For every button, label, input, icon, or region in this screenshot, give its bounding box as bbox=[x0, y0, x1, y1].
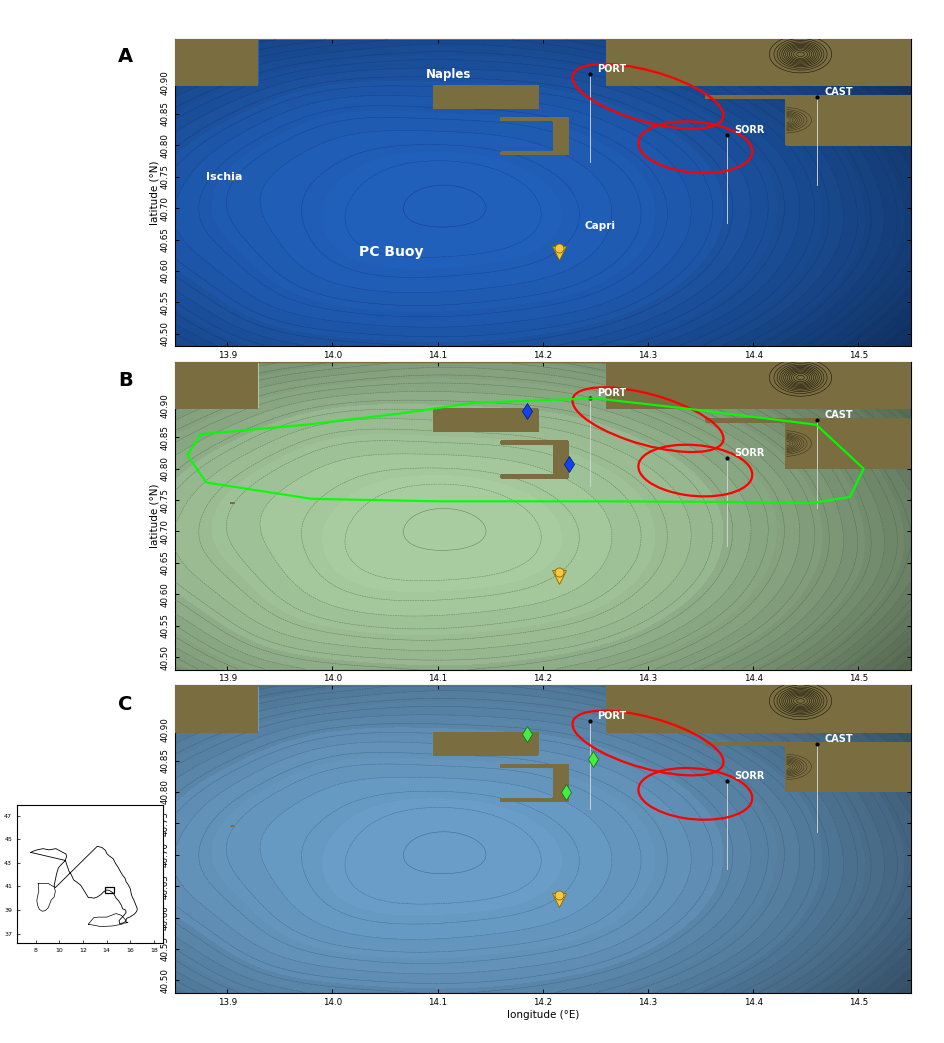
Y-axis label: latitude (°N): latitude (°N) bbox=[149, 807, 160, 871]
Text: SORR: SORR bbox=[734, 772, 765, 781]
Text: PORT: PORT bbox=[598, 65, 627, 74]
Text: CAST: CAST bbox=[825, 411, 853, 420]
Text: C: C bbox=[118, 695, 132, 713]
Text: SORR: SORR bbox=[734, 125, 765, 135]
X-axis label: longitude (°E): longitude (°E) bbox=[507, 686, 579, 697]
Text: A: A bbox=[118, 47, 133, 66]
Y-axis label: latitude (°N): latitude (°N) bbox=[149, 484, 160, 548]
X-axis label: longitude (°E): longitude (°E) bbox=[507, 1010, 579, 1020]
X-axis label: longitude (°E): longitude (°E) bbox=[507, 363, 579, 373]
Text: PC Buoy: PC Buoy bbox=[359, 245, 423, 260]
Bar bbox=[105, 887, 113, 893]
Text: SORR: SORR bbox=[734, 448, 765, 458]
Text: Capri: Capri bbox=[585, 221, 615, 232]
Text: B: B bbox=[118, 371, 133, 390]
Text: Ischia: Ischia bbox=[206, 172, 243, 181]
Text: CAST: CAST bbox=[825, 88, 853, 97]
Text: CAST: CAST bbox=[825, 734, 853, 744]
Text: PORT: PORT bbox=[598, 388, 627, 397]
Text: Naples: Naples bbox=[426, 68, 471, 80]
Text: PORT: PORT bbox=[598, 711, 627, 721]
Y-axis label: latitude (°N): latitude (°N) bbox=[149, 161, 160, 224]
